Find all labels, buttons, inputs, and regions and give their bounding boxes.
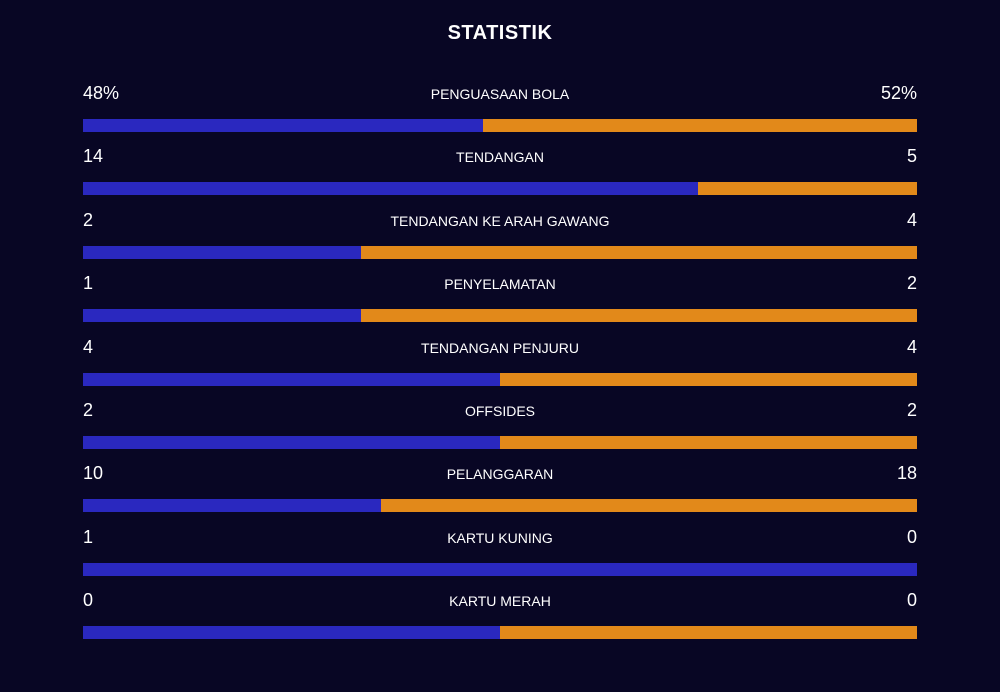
stat-label: KARTU KUNING <box>447 529 553 546</box>
away-value: 2 <box>906 273 917 294</box>
stat-row: 14 TENDANGAN 5 <box>83 143 917 206</box>
away-value: 4 <box>906 336 917 357</box>
home-bar-segment <box>83 626 500 640</box>
comparison-bar <box>83 372 917 386</box>
home-bar-segment <box>83 182 698 196</box>
away-bar-segment <box>697 182 917 196</box>
home-value: 14 <box>83 146 104 167</box>
stat-header: 0 KARTU MERAH 0 <box>83 587 917 613</box>
stat-label: KARTU MERAH <box>449 593 551 610</box>
stat-label: TENDANGAN PENJURU <box>421 339 579 356</box>
home-value: 2 <box>83 399 94 420</box>
away-value: 0 <box>906 526 917 547</box>
stats-list: 48% PENGUASAAN BOLA 52% 14 TENDANGAN 5 2 TENDAN… <box>83 80 917 651</box>
stat-row: 48% PENGUASAAN BOLA 52% <box>83 80 917 143</box>
away-bar-segment <box>360 245 917 259</box>
away-bar-segment <box>483 119 917 132</box>
home-value: 1 <box>83 526 94 547</box>
comparison-bar <box>83 309 917 323</box>
away-value: 2 <box>906 399 917 420</box>
stat-header: 10 PELANGGARAN 18 <box>83 460 917 486</box>
comparison-bar <box>83 435 917 449</box>
home-bar-segment <box>83 309 361 323</box>
stat-header: 2 OFFSIDES 2 <box>83 397 917 423</box>
stat-header: 1 KARTU KUNING 0 <box>83 524 917 550</box>
stat-label: TENDANGAN KE ARAH GAWANG <box>390 212 610 229</box>
home-value: 2 <box>83 209 94 230</box>
home-bar-segment <box>83 245 361 259</box>
stat-header: 48% PENGUASAAN BOLA 52% <box>83 80 917 106</box>
stat-row: 0 KARTU MERAH 0 <box>83 587 917 650</box>
home-value: 1 <box>83 273 94 294</box>
home-bar-segment <box>83 499 381 513</box>
stat-label: PENGUASAAN BOLA <box>430 86 570 102</box>
comparison-bar <box>83 626 917 640</box>
comparison-bar <box>83 182 917 196</box>
away-value: 0 <box>906 590 917 611</box>
stat-header: 14 TENDANGAN 5 <box>83 143 917 169</box>
away-value: 52% <box>880 83 917 103</box>
away-bar-segment <box>500 435 917 449</box>
panel-title: STATISTIK <box>447 22 553 44</box>
stat-row: 1 PENYELAMATAN 2 <box>83 270 917 333</box>
stat-row: 2 TENDANGAN KE ARAH GAWANG 4 <box>83 207 917 270</box>
away-value: 4 <box>906 209 917 230</box>
stat-header: 4 TENDANGAN PENJURU 4 <box>83 334 917 360</box>
home-bar-segment <box>83 119 484 132</box>
home-value: 4 <box>83 336 94 357</box>
stat-row: 10 PELANGGARAN 18 <box>83 460 917 523</box>
stat-label: PENYELAMATAN <box>444 276 556 293</box>
away-bar-segment <box>360 309 917 323</box>
away-value: 5 <box>906 146 917 167</box>
comparison-bar <box>83 562 917 576</box>
home-value: 48% <box>83 83 120 103</box>
stat-label: TENDANGAN <box>456 149 544 166</box>
stat-label: PELANGGARAN <box>446 466 554 483</box>
stat-label: OFFSIDES <box>464 402 535 419</box>
home-bar-segment <box>83 435 500 449</box>
comparison-bar <box>83 499 917 513</box>
comparison-bar <box>83 245 917 259</box>
stat-row: 4 TENDANGAN PENJURU 4 <box>83 334 917 397</box>
away-value: 18 <box>896 463 917 484</box>
stat-row: 2 OFFSIDES 2 <box>83 397 917 460</box>
home-value: 10 <box>83 463 104 484</box>
stat-header: 1 PENYELAMATAN 2 <box>83 270 917 296</box>
stat-row: 1 KARTU KUNING 0 <box>83 524 917 587</box>
stat-header: 2 TENDANGAN KE ARAH GAWANG 4 <box>83 207 917 233</box>
comparison-bar <box>83 119 917 132</box>
home-bar-segment <box>83 372 500 386</box>
away-bar-segment <box>500 626 917 640</box>
home-bar-segment <box>83 562 917 576</box>
away-bar-segment <box>500 372 917 386</box>
away-bar-segment <box>380 499 917 513</box>
home-value: 0 <box>83 590 94 611</box>
